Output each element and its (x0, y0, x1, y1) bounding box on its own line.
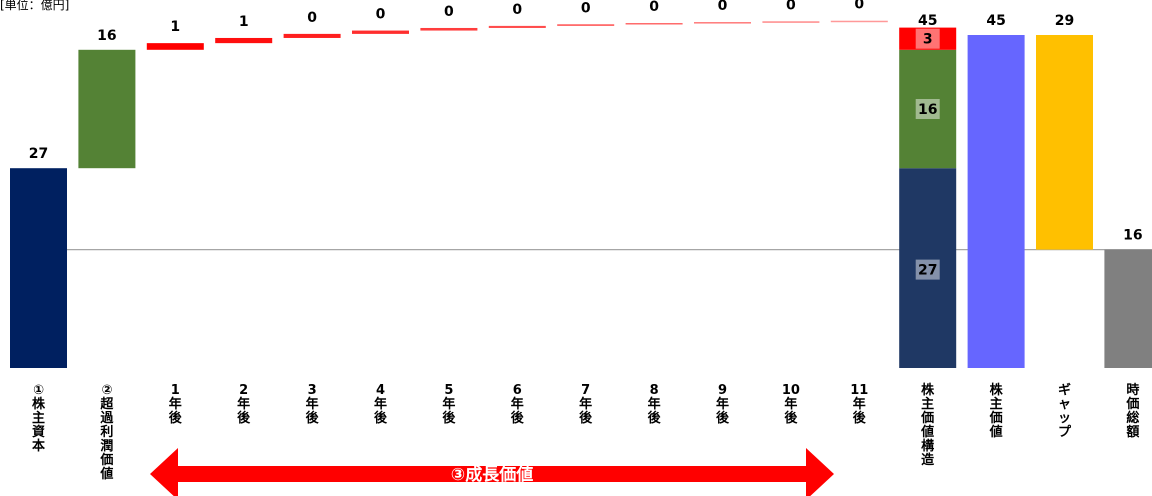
structure-seg-label-1: 27 (918, 263, 937, 279)
category-label-5: 3年後 (305, 383, 319, 426)
value-label-capital: 27 (29, 146, 48, 162)
value-label-market-cap: 16 (1123, 228, 1142, 244)
bar-growth-year-9 (694, 22, 751, 24)
bar-market-cap (1104, 249, 1152, 368)
bar-growth-year-11 (830, 20, 888, 23)
growth-arrow-shape (150, 448, 834, 496)
category-label-15: 株主価値 (989, 383, 1003, 440)
category-label-4: 2年後 (237, 383, 251, 426)
growth-arrow: ③成長価値 (150, 448, 834, 496)
chart-bars (10, 20, 1152, 368)
bar-growth-year-7 (557, 24, 615, 26)
bar-growth-year-3 (283, 33, 341, 38)
value-label-growth-year-2: 1 (239, 14, 249, 30)
value-label-growth-year-8: 0 (649, 0, 659, 15)
category-label-14: 株主価値構造 (921, 383, 935, 468)
category-label-13: 11年後 (850, 383, 869, 426)
category-label-17: 時価総額 (1126, 383, 1140, 440)
category-label-2: ②超過利潤価値 (100, 383, 114, 482)
category-label-3: 1年後 (168, 383, 182, 426)
bar-growth-year-8 (625, 23, 683, 25)
bar-growth-year-6 (488, 25, 546, 28)
category-label-16: ギャップ (1057, 383, 1071, 440)
growth-arrow-label: ③成長価値 (451, 464, 533, 485)
value-label-growth-year-9: 0 (718, 0, 728, 14)
bar-growth-year-10 (762, 21, 820, 23)
category-label-8: 6年後 (510, 383, 524, 426)
structure-seg-label-2: 16 (918, 102, 937, 118)
unit-label: [単位：億円] (0, 0, 70, 12)
bar-structure-seg-3 (899, 27, 957, 50)
structure-seg-label-bg-1 (915, 259, 940, 280)
bar-equity-value (967, 35, 1025, 368)
structure-seg-label-bg-3 (915, 28, 940, 49)
value-label-excess-profit: 16 (97, 28, 116, 44)
category-label-1: ①株主資本 (31, 383, 45, 454)
bar-capital (10, 168, 67, 368)
value-label-growth-year-11: 0 (854, 0, 864, 13)
value-label-growth-year-6: 0 (512, 2, 522, 18)
bar-structure-seg-2 (899, 49, 957, 169)
value-label-growth-year-1: 1 (170, 19, 180, 35)
category-label-6: 4年後 (373, 383, 387, 426)
bar-gap (1036, 35, 1093, 250)
structure-seg-label-3: 3 (923, 32, 933, 48)
value-label-structure: 45 (918, 13, 937, 29)
category-label-7: 5年後 (442, 383, 456, 426)
value-label-gap: 29 (1055, 13, 1074, 29)
value-label-growth-year-7: 0 (581, 0, 591, 16)
bar-growth-year-5 (420, 27, 478, 31)
category-label-9: 7年後 (579, 383, 593, 426)
chart-value-labels: 27 16 1 1 0 0 0 0 0 0 0 0 0 27 16 3 45 45 29 16 (29, 0, 1143, 279)
bar-structure-seg-1 (899, 168, 957, 368)
bar-growth-year-4 (352, 30, 409, 34)
category-label-10: 8年後 (647, 383, 661, 426)
category-label-11: 9年後 (715, 383, 729, 426)
value-label-growth-year-4: 0 (376, 7, 386, 23)
value-label-growth-year-3: 0 (307, 10, 317, 26)
bar-growth-year-2 (215, 37, 273, 44)
structure-seg-label-bg-2 (915, 99, 940, 119)
bar-excess-profit (78, 49, 136, 169)
bar-growth-year-1 (146, 43, 204, 50)
value-label-growth-year-5: 0 (444, 4, 454, 20)
category-label-12: 10年後 (781, 383, 800, 426)
value-label-equity-value: 45 (986, 13, 1005, 29)
value-label-growth-year-10: 0 (786, 0, 796, 13)
